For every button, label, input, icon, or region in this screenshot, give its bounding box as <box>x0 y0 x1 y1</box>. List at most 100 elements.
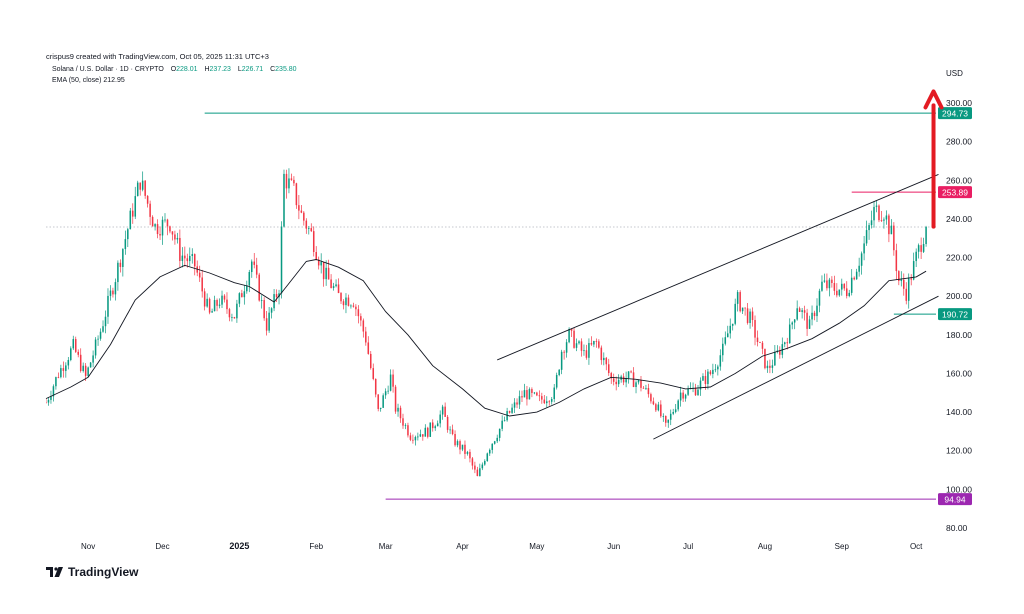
candle <box>151 215 154 227</box>
candle <box>392 369 394 393</box>
candle <box>238 292 241 308</box>
candle <box>439 410 441 428</box>
candle <box>699 377 702 396</box>
candle <box>712 363 714 379</box>
candle <box>528 387 531 400</box>
candle <box>161 216 164 245</box>
candle <box>280 221 283 299</box>
candle <box>828 277 831 297</box>
candle <box>394 384 397 414</box>
candle <box>270 307 273 319</box>
y-tick-label: 140.00 <box>946 407 972 417</box>
candle <box>241 289 243 298</box>
candle <box>146 195 149 208</box>
ohlc-low-value: 226.71 <box>241 66 264 73</box>
symbol-name[interactable]: Solana / U.S. Dollar · 1D · CRYPTO <box>52 66 164 73</box>
level-price-text: 190.72 <box>942 310 968 320</box>
y-tick-label: 260.00 <box>946 175 972 185</box>
candle <box>184 246 186 267</box>
candle <box>459 439 461 455</box>
candle <box>171 231 174 241</box>
candle <box>533 391 536 395</box>
candle <box>531 387 533 398</box>
candle <box>632 367 635 388</box>
time-axis: Nov Dec 2025 Feb Mar Apr May Jun Jul Aug Sep Oct <box>81 541 923 551</box>
level-price-text: 294.73 <box>942 109 968 119</box>
candle <box>451 424 454 436</box>
candle <box>233 316 236 319</box>
candle <box>84 363 87 381</box>
candle <box>141 171 144 192</box>
level-price-text: 253.89 <box>942 188 968 198</box>
candle <box>317 256 320 270</box>
candle <box>377 394 379 412</box>
candle <box>885 210 888 225</box>
candle <box>290 173 293 181</box>
candle <box>905 282 908 305</box>
candle <box>687 385 689 396</box>
candle <box>806 308 808 336</box>
x-tick-label: Dec <box>155 542 169 551</box>
candle <box>99 328 102 341</box>
candle <box>422 434 424 441</box>
candle <box>818 288 821 313</box>
candle <box>813 310 816 321</box>
candle <box>144 180 146 199</box>
candle <box>833 275 836 296</box>
y-tick-label: 80.00 <box>946 523 968 533</box>
candle <box>441 404 444 420</box>
candle <box>193 253 196 276</box>
ohlc-close-label: C <box>270 66 276 73</box>
candle <box>796 300 798 321</box>
candle <box>610 371 613 384</box>
candle <box>915 248 917 268</box>
y-tick-label: 160.00 <box>946 368 972 378</box>
horizontal-levels <box>204 112 936 500</box>
candle <box>174 230 176 245</box>
candle <box>456 439 459 448</box>
candle <box>218 298 221 309</box>
x-tick-label: Oct <box>910 542 923 551</box>
candle <box>536 391 538 397</box>
candle <box>870 210 873 229</box>
candle <box>223 294 226 303</box>
candle <box>873 201 875 228</box>
candle <box>838 289 841 297</box>
upper-channel-line[interactable] <box>497 174 939 361</box>
candle <box>484 459 486 466</box>
candle <box>729 318 732 339</box>
tradingview-brand[interactable]: TradingView <box>46 565 138 579</box>
candle <box>890 219 893 235</box>
ema-legend[interactable]: EMA (50, close) 212.95 <box>52 77 125 84</box>
y-tick-label: 220.00 <box>946 253 972 263</box>
level-price-badge <box>938 308 972 321</box>
candle <box>231 313 233 322</box>
candle <box>384 388 387 399</box>
candle <box>503 416 506 422</box>
candle <box>717 364 719 376</box>
ohlc-open-value: 228.01 <box>176 66 198 73</box>
candle <box>821 275 823 292</box>
candle <box>575 338 578 352</box>
candle <box>595 338 598 348</box>
candle <box>612 373 615 386</box>
x-tick-label: Jul <box>683 542 693 551</box>
candle <box>607 358 610 376</box>
candle <box>109 285 112 301</box>
candle <box>868 222 870 240</box>
candle <box>580 338 583 357</box>
candle <box>895 243 898 280</box>
candle <box>888 213 890 243</box>
candle <box>427 426 429 439</box>
candle <box>97 335 99 346</box>
lower-channel-line[interactable] <box>653 295 939 440</box>
candle <box>446 415 449 433</box>
candle <box>647 383 650 398</box>
candle <box>360 313 362 327</box>
candle <box>662 413 665 422</box>
candle <box>332 282 335 291</box>
candle <box>791 321 793 330</box>
candle <box>836 283 838 298</box>
candle <box>350 304 352 309</box>
